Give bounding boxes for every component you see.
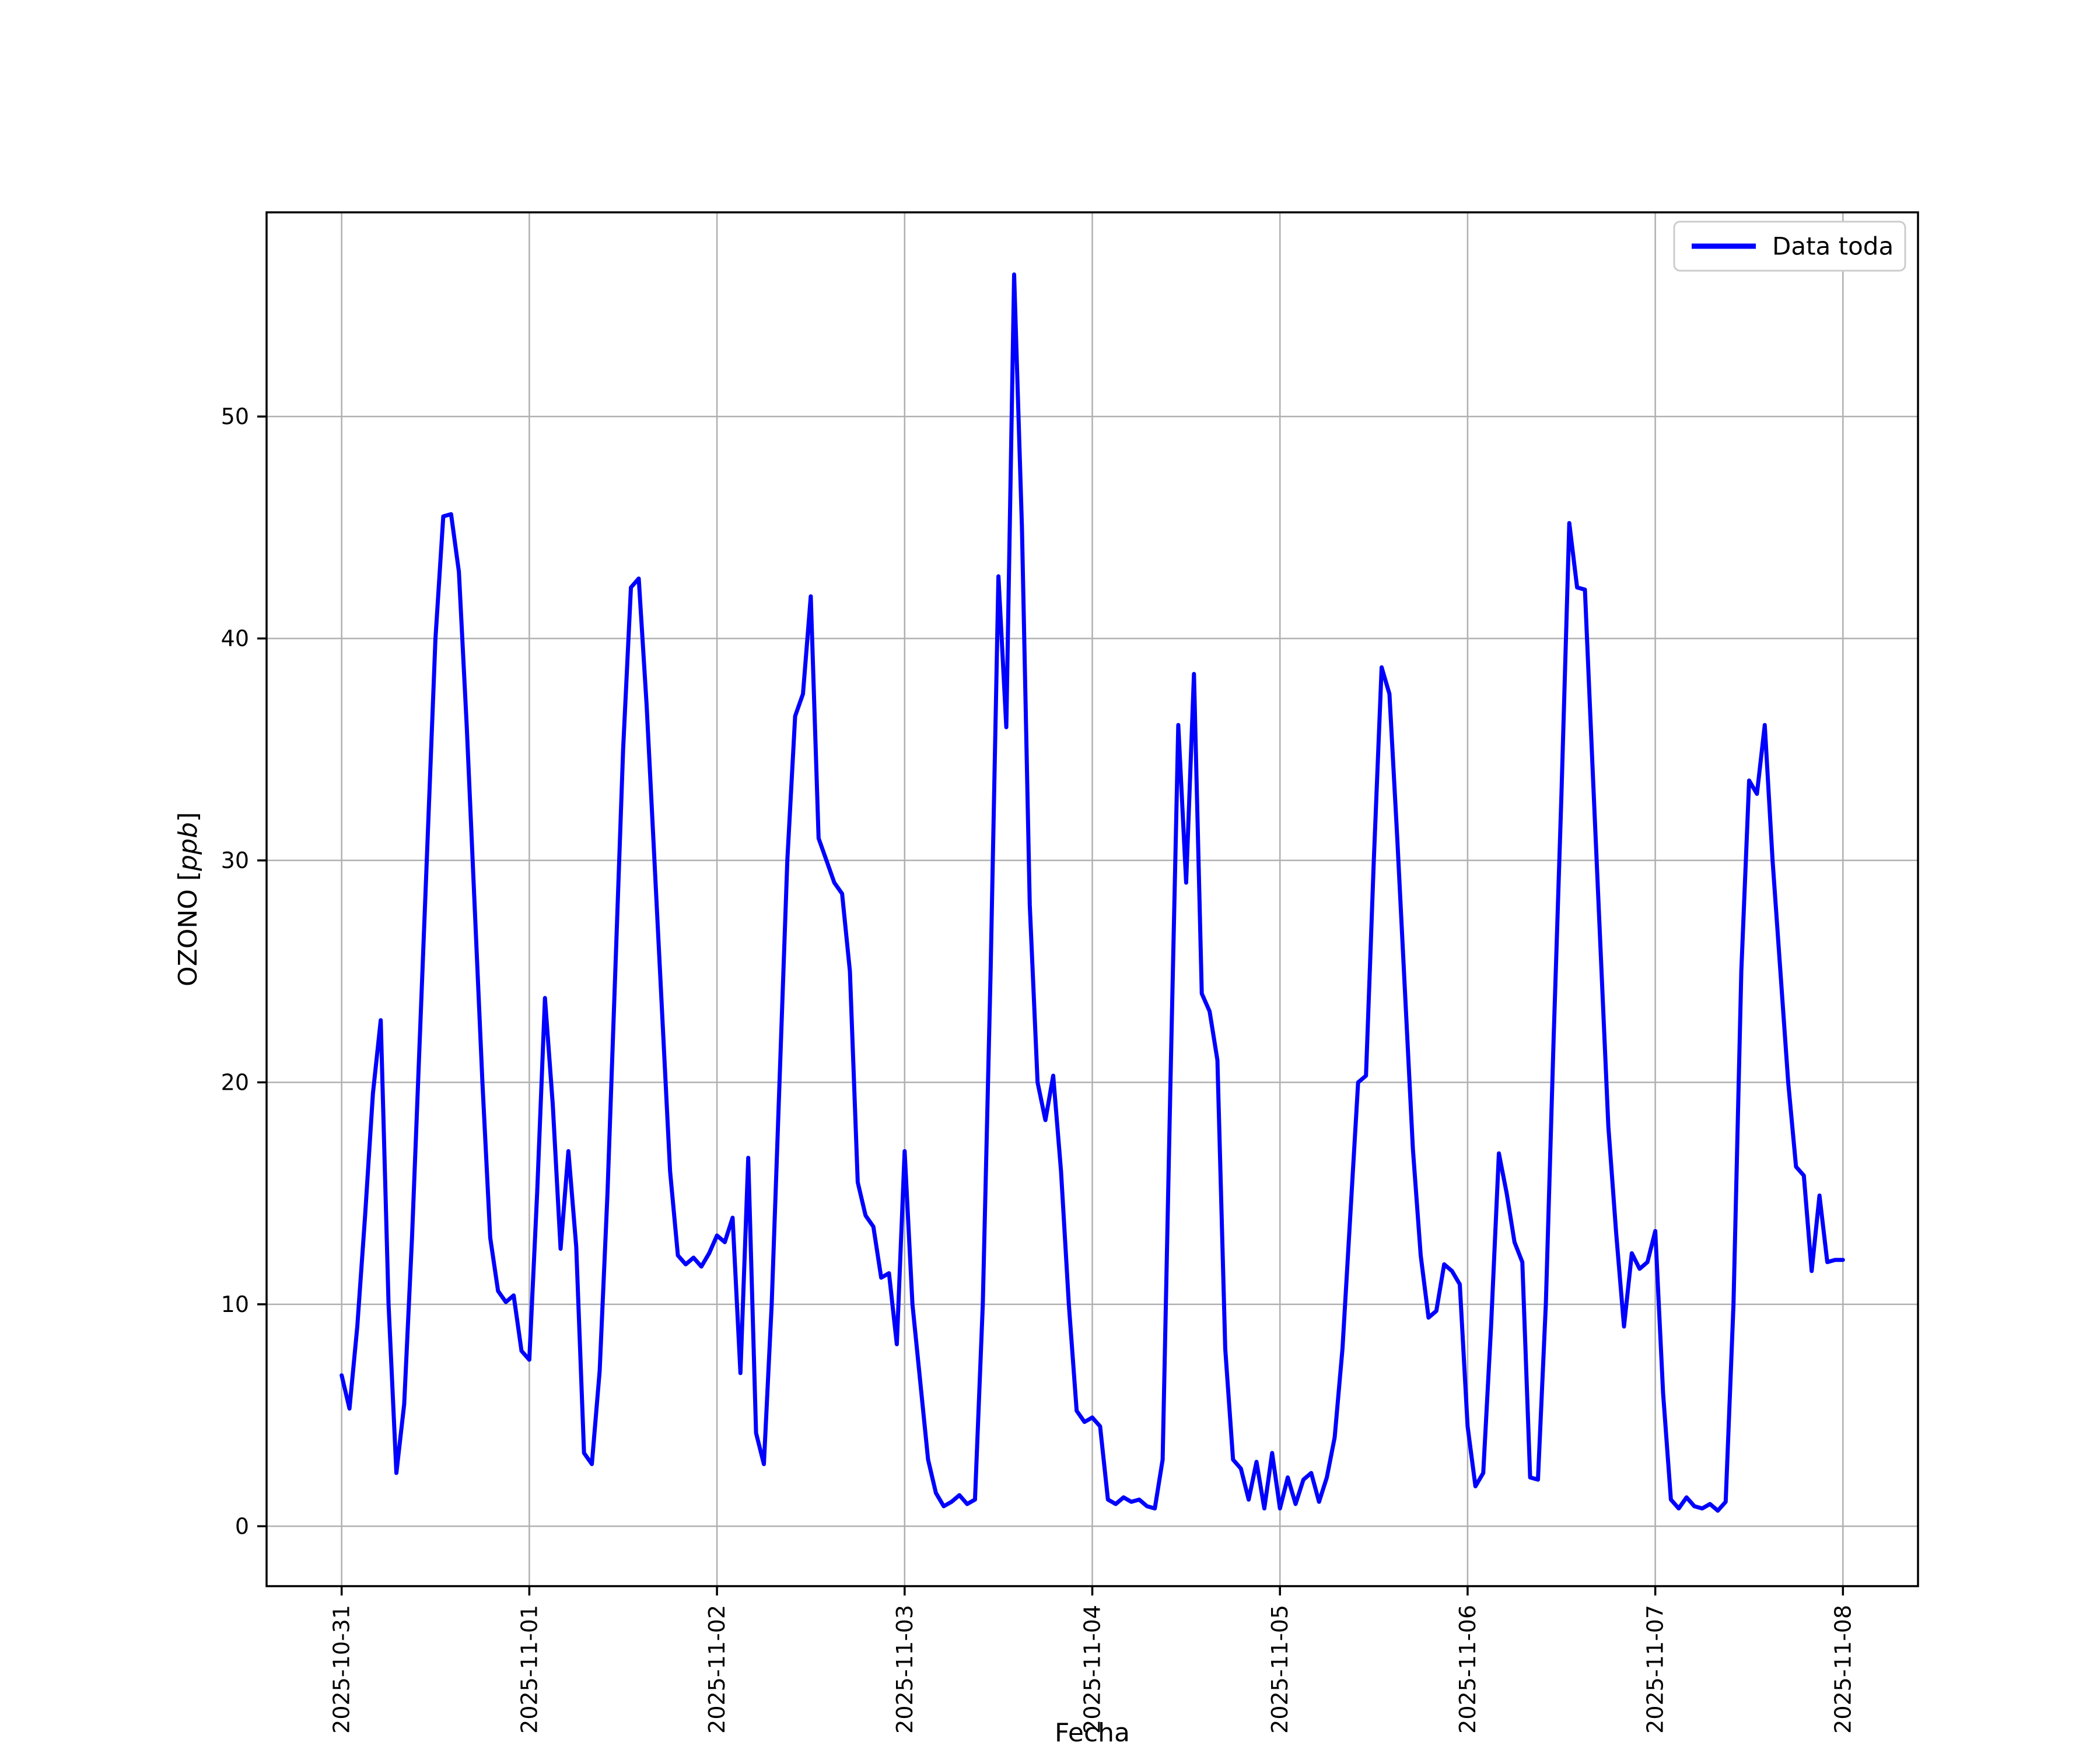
- x-tick-label: 2025-11-04: [1080, 1605, 1105, 1734]
- x-tick-label: 2025-11-03: [892, 1605, 918, 1734]
- y-axis-label: OZONO [ppb]: [173, 812, 203, 986]
- legend-box: [1673, 221, 1906, 272]
- y-tick-label: 20: [221, 1069, 249, 1095]
- y-tick-label: 50: [221, 404, 249, 429]
- y-tick-label: 40: [221, 626, 249, 652]
- x-axis-label: Fecha: [1055, 1718, 1130, 1748]
- legend-label: Data toda: [1772, 232, 1894, 261]
- x-tick-label: 2025-11-05: [1267, 1605, 1293, 1734]
- x-tick-label: 2025-11-02: [704, 1605, 730, 1734]
- legend: Data toda: [1673, 221, 1906, 272]
- y-tick-label: 0: [235, 1513, 249, 1539]
- x-tick-label: 2025-11-07: [1643, 1605, 1668, 1734]
- x-tick-label: 2025-11-06: [1455, 1605, 1480, 1734]
- data-series-line: [340, 272, 1845, 1513]
- x-tick-label: 2025-10-31: [329, 1605, 355, 1734]
- x-tick-label: 2025-11-01: [516, 1605, 542, 1734]
- x-tick-label: 2025-11-08: [1830, 1605, 1856, 1734]
- y-tick-label: 30: [221, 848, 249, 873]
- y-tick-label: 10: [221, 1292, 249, 1317]
